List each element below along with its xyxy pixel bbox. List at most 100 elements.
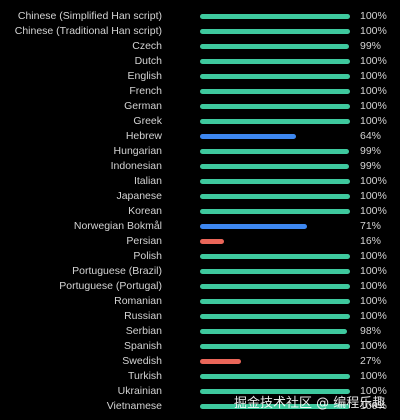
language-name: Serbian bbox=[125, 325, 162, 337]
language-name: Czech bbox=[132, 40, 162, 52]
progress-percent: 100% bbox=[360, 295, 387, 307]
progress-percent: 100% bbox=[360, 115, 387, 127]
progress-percent: 100% bbox=[360, 55, 387, 67]
language-row: Swedish 27% bbox=[0, 354, 400, 369]
language-name: Japanese bbox=[116, 190, 162, 202]
progress-bar bbox=[200, 224, 307, 229]
language-row: Portuguese (Brazil) 100% bbox=[0, 264, 400, 279]
progress-bar bbox=[200, 89, 350, 94]
language-row: German 100% bbox=[0, 99, 400, 114]
progress-bar bbox=[200, 389, 350, 394]
progress-percent: 99% bbox=[360, 145, 382, 157]
language-name: Dutch bbox=[134, 55, 162, 67]
progress-percent: 27% bbox=[360, 355, 382, 367]
language-name: Vietnamese bbox=[106, 400, 162, 412]
language-row: Spanish 100% bbox=[0, 339, 400, 354]
language-name: Spanish bbox=[124, 340, 162, 352]
language-name: Portuguese (Portugal) bbox=[59, 280, 162, 292]
progress-percent: 100% bbox=[360, 280, 387, 292]
language-row: Hungarian 99% bbox=[0, 144, 400, 159]
language-name: Romanian bbox=[114, 295, 162, 307]
language-row: Czech 99% bbox=[0, 39, 400, 54]
progress-bar bbox=[200, 359, 241, 364]
progress-bar bbox=[200, 164, 349, 169]
progress-percent: 16% bbox=[360, 235, 382, 247]
progress-bar bbox=[200, 104, 350, 109]
progress-bar bbox=[200, 329, 347, 334]
progress-percent: 100% bbox=[360, 265, 387, 277]
language-row: Vietnamese 100% bbox=[0, 399, 400, 414]
progress-bar bbox=[200, 239, 224, 244]
language-row: Chinese (Traditional Han script) 100% bbox=[0, 24, 400, 39]
language-row: Portuguese (Portugal) 100% bbox=[0, 279, 400, 294]
language-name: Chinese (Traditional Han script) bbox=[14, 25, 162, 37]
progress-bar bbox=[200, 59, 350, 64]
language-row: English 100% bbox=[0, 69, 400, 84]
language-name: Indonesian bbox=[110, 160, 162, 172]
progress-bar bbox=[200, 14, 350, 19]
language-name: Portuguese (Brazil) bbox=[72, 265, 162, 277]
progress-percent: 100% bbox=[360, 10, 387, 22]
language-row: Korean 100% bbox=[0, 204, 400, 219]
language-name: Swedish bbox=[122, 355, 162, 367]
progress-percent: 98% bbox=[360, 325, 382, 337]
language-name: Hebrew bbox=[125, 130, 162, 142]
progress-percent: 100% bbox=[360, 205, 387, 217]
language-name: German bbox=[124, 100, 162, 112]
language-row: Persian 16% bbox=[0, 234, 400, 249]
language-name: Turkish bbox=[127, 370, 162, 382]
language-name: English bbox=[127, 70, 162, 82]
language-name: Chinese (Simplified Han script) bbox=[17, 10, 162, 22]
progress-bar bbox=[200, 299, 350, 304]
progress-bar bbox=[200, 209, 350, 214]
language-name: Greek bbox=[133, 115, 162, 127]
language-name: French bbox=[129, 85, 162, 97]
language-name: Ukrainian bbox=[117, 385, 162, 397]
progress-percent: 99% bbox=[360, 40, 382, 52]
language-name: Hungarian bbox=[113, 145, 162, 157]
progress-bar bbox=[200, 269, 350, 274]
language-name: Italian bbox=[133, 175, 162, 187]
language-row: Japanese 100% bbox=[0, 189, 400, 204]
progress-percent: 100% bbox=[360, 340, 387, 352]
language-name: Russian bbox=[124, 310, 162, 322]
progress-percent: 100% bbox=[360, 175, 387, 187]
progress-bar bbox=[200, 194, 350, 199]
language-row: Norwegian Bokmål 71% bbox=[0, 219, 400, 234]
language-row: Indonesian 99% bbox=[0, 159, 400, 174]
progress-bar bbox=[200, 44, 349, 49]
translation-progress-list: Chinese (Simplified Han script) 100% Chine… bbox=[0, 9, 400, 414]
language-row: Italian 100% bbox=[0, 174, 400, 189]
progress-percent: 100% bbox=[360, 310, 387, 322]
progress-percent: 100% bbox=[360, 190, 387, 202]
progress-percent: 100% bbox=[360, 370, 387, 382]
language-row: French 100% bbox=[0, 84, 400, 99]
language-row: Polish 100% bbox=[0, 249, 400, 264]
progress-percent: 100% bbox=[360, 385, 387, 397]
progress-bar bbox=[200, 254, 350, 259]
language-name: Persian bbox=[126, 235, 162, 247]
watermark: 掘金技术社区 @ 编程乐趣 bbox=[234, 396, 386, 411]
progress-percent: 100% bbox=[360, 85, 387, 97]
language-name: Norwegian Bokmål bbox=[73, 220, 162, 232]
progress-bar bbox=[200, 344, 350, 349]
progress-percent: 100% bbox=[360, 70, 387, 82]
language-row: Chinese (Simplified Han script) 100% bbox=[0, 9, 400, 24]
progress-bar bbox=[200, 314, 350, 319]
progress-percent: 99% bbox=[360, 160, 382, 172]
progress-bar bbox=[200, 29, 350, 34]
language-row: Dutch 100% bbox=[0, 54, 400, 69]
language-name: Polish bbox=[133, 250, 162, 262]
progress-bar bbox=[200, 119, 350, 124]
progress-bar bbox=[200, 374, 350, 379]
progress-percent: 100% bbox=[360, 400, 387, 412]
progress-percent: 100% bbox=[360, 250, 387, 262]
progress-bar bbox=[200, 179, 350, 184]
language-row: Greek 100% bbox=[0, 114, 400, 129]
progress-percent: 71% bbox=[360, 220, 382, 232]
progress-bar bbox=[200, 404, 350, 409]
language-row: Romanian 100% bbox=[0, 294, 400, 309]
progress-bar bbox=[200, 74, 350, 79]
language-row: Hebrew 64% bbox=[0, 129, 400, 144]
progress-percent: 100% bbox=[360, 25, 387, 37]
